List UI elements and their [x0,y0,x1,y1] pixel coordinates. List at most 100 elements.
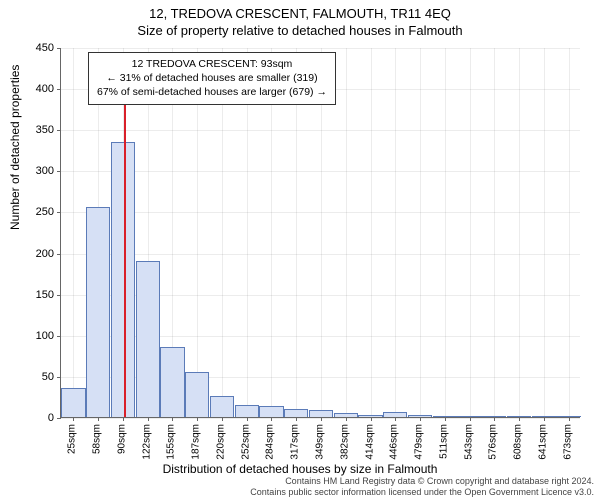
xtick-mark [321,417,322,421]
ytick-mark [57,130,61,131]
histogram-bar [235,405,259,417]
xtick-mark [346,417,347,421]
xtick-mark [123,417,124,421]
gridline-v [494,48,495,417]
ytick-mark [57,171,61,172]
ytick-label: 0 [0,412,54,424]
xtick-mark [445,417,446,421]
gridline-v [470,48,471,417]
xtick-label: 284sqm [265,424,276,460]
footer-line-2: Contains public sector information licen… [250,487,594,498]
ytick-label: 350 [0,124,54,136]
histogram-bar [185,372,209,417]
histogram-bar [358,415,382,417]
xtick-label: 608sqm [513,424,524,460]
xtick-label: 252sqm [240,424,251,460]
xtick-label: 187sqm [191,424,202,460]
legend-line-1: 12 TREDOVA CRESCENT: 93sqm [97,57,327,71]
xtick-mark [222,417,223,421]
xtick-label: 511sqm [438,424,449,459]
xtick-mark [470,417,471,421]
xtick-mark [544,417,545,421]
gridline-v [346,48,347,417]
xtick-mark [73,417,74,421]
xtick-mark [395,417,396,421]
chart-container: 12, TREDOVA CRESCENT, FALMOUTH, TR11 4EQ… [0,0,600,500]
xtick-mark [371,417,372,421]
gridline-v [544,48,545,417]
xtick-mark [569,417,570,421]
gridline-v [395,48,396,417]
xtick-mark [197,417,198,421]
histogram-bar [136,261,160,417]
histogram-bar [259,406,283,417]
histogram-bar [556,416,580,417]
histogram-bar [210,396,234,417]
ytick-mark [57,254,61,255]
gridline-v [519,48,520,417]
xtick-label: 543sqm [463,424,474,460]
gridline-v [420,48,421,417]
xtick-mark [247,417,248,421]
ytick-label: 300 [0,165,54,177]
ytick-mark [57,336,61,337]
histogram-bar [160,347,184,417]
xtick-label: 576sqm [488,424,499,460]
histogram-bar [507,416,531,417]
title-main: 12, TREDOVA CRESCENT, FALMOUTH, TR11 4EQ [0,0,600,21]
xtick-label: 349sqm [315,424,326,460]
ytick-label: 150 [0,289,54,301]
xtick-label: 414sqm [364,424,375,460]
histogram-bar [408,415,432,417]
xtick-label: 446sqm [389,424,400,460]
title-sub: Size of property relative to detached ho… [0,21,600,38]
xtick-label: 641sqm [537,424,548,460]
ytick-mark [57,418,61,419]
xtick-label: 673sqm [562,424,573,460]
ytick-label: 400 [0,83,54,95]
legend-box: 12 TREDOVA CRESCENT: 93sqm ← 31% of deta… [88,52,336,105]
xtick-mark [420,417,421,421]
x-axis-label: Distribution of detached houses by size … [0,462,600,476]
xtick-mark [296,417,297,421]
xtick-label: 479sqm [414,424,425,460]
gridline-v [445,48,446,417]
ytick-label: 50 [0,371,54,383]
xtick-mark [519,417,520,421]
gridline-v [569,48,570,417]
histogram-bar [433,416,457,417]
ytick-mark [57,89,61,90]
subject-marker-line [124,59,126,417]
histogram-bar [61,388,85,417]
histogram-bar [383,412,407,417]
xtick-mark [98,417,99,421]
histogram-bar [457,416,481,417]
xtick-label: 382sqm [339,424,350,460]
xtick-mark [494,417,495,421]
histogram-bar [309,410,333,417]
xtick-mark [271,417,272,421]
xtick-label: 90sqm [116,424,127,454]
xtick-label: 155sqm [166,424,177,460]
xtick-label: 220sqm [215,424,226,460]
histogram-bar [334,413,358,417]
ytick-label: 200 [0,248,54,260]
legend-line-2: ← 31% of detached houses are smaller (31… [97,71,327,85]
ytick-label: 100 [0,330,54,342]
histogram-bar [482,416,506,417]
ytick-label: 450 [0,42,54,54]
ytick-mark [57,212,61,213]
xtick-mark [148,417,149,421]
xtick-label: 122sqm [141,424,152,460]
xtick-label: 58sqm [92,424,103,454]
histogram-bar [111,142,135,417]
gridline-v [73,48,74,417]
ytick-mark [57,295,61,296]
footer-line-1: Contains HM Land Registry data © Crown c… [250,476,594,487]
legend-line-3: 67% of semi-detached houses are larger (… [97,85,327,99]
xtick-label: 317sqm [290,424,301,460]
ytick-mark [57,48,61,49]
ytick-mark [57,377,61,378]
histogram-bar [86,207,110,417]
xtick-mark [172,417,173,421]
